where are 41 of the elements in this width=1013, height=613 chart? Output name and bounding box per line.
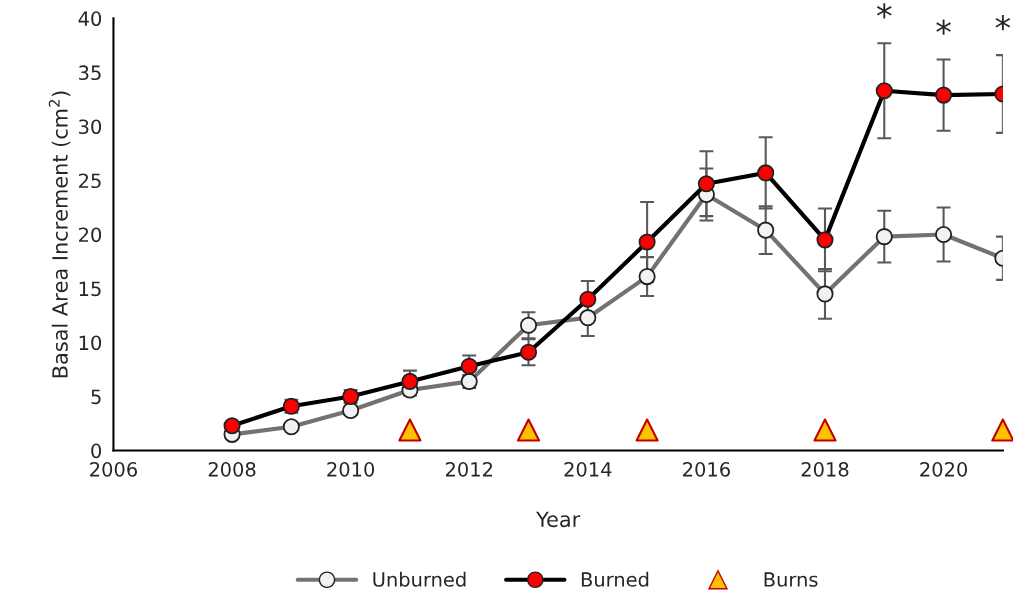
point [401, 372, 419, 390]
point [516, 418, 541, 442]
legend-label: Unburned [373, 571, 466, 587]
point [223, 417, 241, 435]
y-tick-label: 5 [91, 389, 101, 405]
y-tick-label: 25 [79, 173, 101, 189]
point [935, 86, 953, 104]
point [875, 82, 893, 100]
annotation: * [995, 15, 1011, 31]
x-tick-label: 2016 [683, 462, 730, 477]
legend-label: Burned [581, 571, 649, 587]
legend-label: Burns [764, 572, 818, 587]
x-tick-label: 2014 [564, 462, 612, 477]
y-tick-label: 15 [79, 281, 101, 297]
point [697, 175, 715, 193]
x-tick-label: 2020 [920, 462, 968, 477]
x-axis-title: Year [536, 511, 581, 528]
x-tick-label: 2012 [445, 462, 493, 477]
point [519, 343, 538, 361]
point [991, 418, 1013, 442]
x-tick-label: 2008 [208, 462, 256, 477]
point [757, 164, 775, 182]
point [638, 233, 656, 251]
x-tick-label: 2006 [90, 462, 137, 477]
x-tick-label: 2010 [327, 462, 375, 477]
point [635, 418, 659, 442]
point [579, 290, 597, 308]
y-axis-title: Basal Area Increment (cm$^{2}$) [48, 91, 71, 378]
y-tick-label: 10 [79, 335, 102, 351]
point [398, 418, 422, 442]
y-tick-label: 35 [79, 65, 101, 81]
y-tick-label: 30 [79, 119, 102, 135]
point [816, 231, 834, 249]
y-tick-label: 20 [79, 227, 102, 243]
annotation: * [936, 19, 951, 35]
y-tick-label: 40 [78, 11, 102, 27]
annotation: * [876, 3, 892, 19]
point [813, 418, 837, 442]
y-tick-label: 0 [91, 443, 102, 459]
point [460, 357, 478, 375]
x-tick-label: 2018 [801, 462, 849, 477]
